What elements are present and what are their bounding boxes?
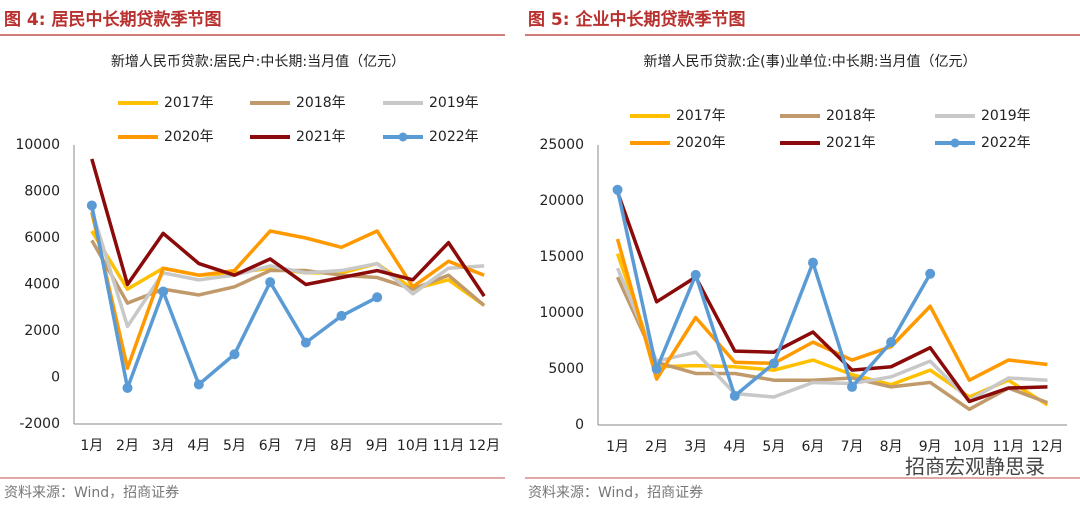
legend-label: 2019年 bbox=[981, 108, 1031, 124]
point bbox=[300, 337, 311, 348]
x-tick-label: 6月 bbox=[259, 438, 282, 454]
x-tick-label: 7月 bbox=[294, 438, 317, 454]
point bbox=[86, 200, 97, 211]
source: 资料来源：Wind，招商证券 bbox=[528, 485, 703, 501]
legend-label: 2018年 bbox=[296, 95, 346, 111]
x-tick-label: 12月 bbox=[1032, 439, 1064, 455]
watermark: 招商宏观静思录 bbox=[905, 455, 1045, 479]
point bbox=[122, 382, 133, 393]
y-tick-label: 10000 bbox=[539, 305, 584, 321]
x-tick-label: 2月 bbox=[645, 439, 668, 455]
point bbox=[229, 349, 240, 360]
legend-marker bbox=[398, 132, 408, 142]
figure-caption: 图 5: 企业中长期贷款季节图 bbox=[528, 9, 745, 30]
point bbox=[925, 268, 936, 279]
figure-caption: 图 4: 居民中长期贷款季节图 bbox=[4, 9, 221, 30]
legend-label: 2022年 bbox=[429, 129, 479, 145]
source: 资料来源：Wind，招商证券 bbox=[4, 485, 179, 501]
x-tick-label: 3月 bbox=[152, 438, 175, 454]
x-tick-label: 2月 bbox=[116, 438, 139, 454]
x-tick-label: 8月 bbox=[880, 439, 903, 455]
series-line bbox=[90, 212, 485, 370]
y-tick-label: 0 bbox=[51, 370, 60, 386]
point bbox=[768, 358, 779, 369]
legend-marker bbox=[950, 138, 960, 148]
y-tick-label: 15000 bbox=[539, 249, 584, 265]
x-tick-label: 12月 bbox=[468, 438, 500, 454]
x-tick-label: 11月 bbox=[992, 439, 1024, 455]
chart-title: 新增人民币贷款:居民户:中长期:当月值（亿元） bbox=[111, 53, 405, 70]
point bbox=[336, 310, 347, 321]
y-tick-label: 5000 bbox=[548, 361, 584, 377]
x-tick-label: 1月 bbox=[80, 438, 103, 454]
point bbox=[690, 269, 701, 280]
x-tick-label: 7月 bbox=[841, 439, 864, 455]
legend-label: 2022年 bbox=[981, 135, 1031, 151]
point bbox=[807, 257, 818, 268]
legend-label: 2019年 bbox=[429, 95, 479, 111]
series-line bbox=[90, 158, 486, 298]
legend-label: 2017年 bbox=[676, 108, 726, 124]
legend-label: 2020年 bbox=[164, 129, 214, 145]
point bbox=[612, 184, 623, 195]
x-tick-label: 9月 bbox=[919, 439, 942, 455]
legend-label: 2018年 bbox=[826, 108, 876, 124]
y-tick-label: 10000 bbox=[15, 137, 60, 153]
legend-label: 2020年 bbox=[676, 135, 726, 151]
x-tick-label: 11月 bbox=[433, 438, 465, 454]
y-tick-label: -2000 bbox=[19, 416, 60, 432]
x-tick-label: 8月 bbox=[330, 438, 353, 454]
point bbox=[651, 364, 662, 374]
series-line bbox=[615, 276, 1049, 412]
legend-label: 2017年 bbox=[164, 95, 214, 111]
y-tick-label: 25000 bbox=[539, 137, 584, 153]
x-tick-label: 5月 bbox=[762, 439, 785, 455]
x-tick-label: 6月 bbox=[801, 439, 824, 455]
x-tick-label: 4月 bbox=[723, 439, 746, 455]
chart-title: 新增人民币贷款:企(事)业单位:中长期:当月值（亿元） bbox=[643, 53, 976, 70]
y-tick-label: 20000 bbox=[539, 193, 584, 209]
y-tick-label: 8000 bbox=[24, 184, 60, 200]
series-line bbox=[90, 205, 378, 390]
point bbox=[158, 286, 169, 297]
x-tick-label: 1月 bbox=[606, 439, 629, 455]
x-tick-label: 5月 bbox=[223, 438, 246, 454]
y-tick-label: 0 bbox=[575, 417, 584, 433]
point bbox=[729, 390, 740, 401]
point bbox=[372, 292, 383, 303]
point bbox=[265, 277, 276, 288]
x-tick-label: 10月 bbox=[397, 438, 429, 454]
point bbox=[847, 381, 858, 392]
y-tick-label: 6000 bbox=[24, 230, 60, 246]
x-tick-label: 3月 bbox=[684, 439, 707, 455]
series-line bbox=[615, 267, 1048, 403]
y-tick-label: 2000 bbox=[24, 323, 60, 339]
x-tick-label: 10月 bbox=[953, 439, 985, 455]
point bbox=[193, 379, 204, 390]
y-tick-label: 4000 bbox=[24, 277, 60, 293]
legend-label: 2021年 bbox=[296, 129, 346, 145]
point bbox=[886, 337, 897, 348]
series-line bbox=[615, 253, 1049, 407]
x-tick-label: 9月 bbox=[366, 438, 389, 454]
legend-label: 2021年 bbox=[826, 135, 876, 151]
series-line bbox=[615, 191, 1048, 404]
x-tick-label: 4月 bbox=[187, 438, 210, 454]
